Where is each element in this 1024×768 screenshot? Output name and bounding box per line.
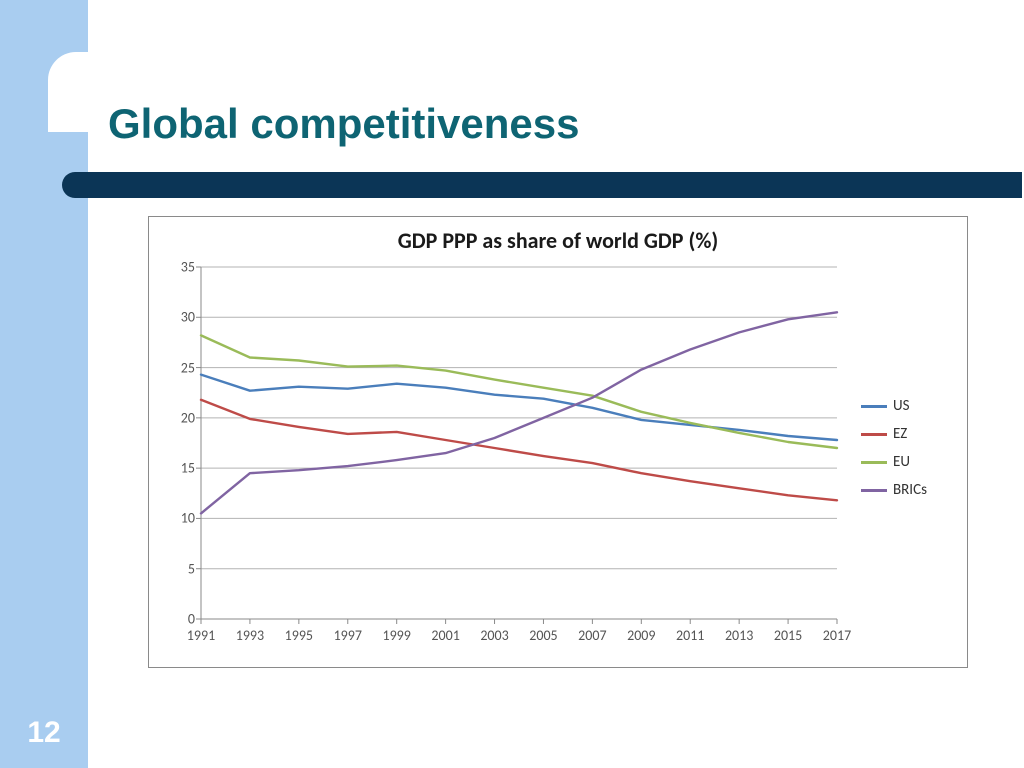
x-tick-label: 2017 [823,627,851,644]
x-tick-label: 1999 [382,627,410,644]
page-number: 12 [0,716,88,750]
legend-item: BRICs [861,481,927,499]
x-tick-label: 2009 [627,627,655,644]
legend-item: EZ [861,425,927,443]
slide-title: Global competitiveness [108,100,579,148]
chart-title: GDP PPP as share of world GDP (%) [149,227,967,254]
y-tick-label: 25 [167,359,195,376]
title-underline-bar [62,172,1022,198]
y-tick-label: 10 [167,510,195,527]
x-tick-label: 1993 [236,627,264,644]
x-tick-label: 2013 [725,627,753,644]
legend-swatch [861,461,887,464]
chart-plot-area: 0510152025303519911993199519971999200120… [201,267,837,619]
x-tick-label: 2007 [578,627,606,644]
y-tick-label: 35 [167,259,195,276]
y-tick-label: 15 [167,460,195,477]
x-tick-label: 1997 [334,627,362,644]
slide: Global competitiveness 12 GDP PPP as sha… [0,0,1024,768]
legend-swatch [861,433,887,436]
legend-item: US [861,397,927,415]
x-tick-label: 2001 [431,627,459,644]
chart-svg [201,267,837,619]
legend-label: EZ [893,425,907,443]
y-tick-label: 0 [167,611,195,628]
legend-label: EU [893,453,910,471]
legend-label: US [893,397,910,415]
x-tick-label: 1995 [285,627,313,644]
chart-container: GDP PPP as share of world GDP (%) 051015… [148,216,968,668]
y-tick-label: 20 [167,409,195,426]
chart-legend: US EZ EU BRICs [861,387,927,509]
legend-swatch [861,405,887,408]
x-tick-label: 2011 [676,627,704,644]
legend-label: BRICs [893,481,927,499]
legend-swatch [861,489,887,492]
x-tick-label: 2005 [529,627,557,644]
x-tick-label: 2015 [774,627,802,644]
y-tick-label: 5 [167,560,195,577]
legend-item: EU [861,453,927,471]
x-tick-label: 1991 [187,627,215,644]
y-tick-label: 30 [167,309,195,326]
x-tick-label: 2003 [480,627,508,644]
